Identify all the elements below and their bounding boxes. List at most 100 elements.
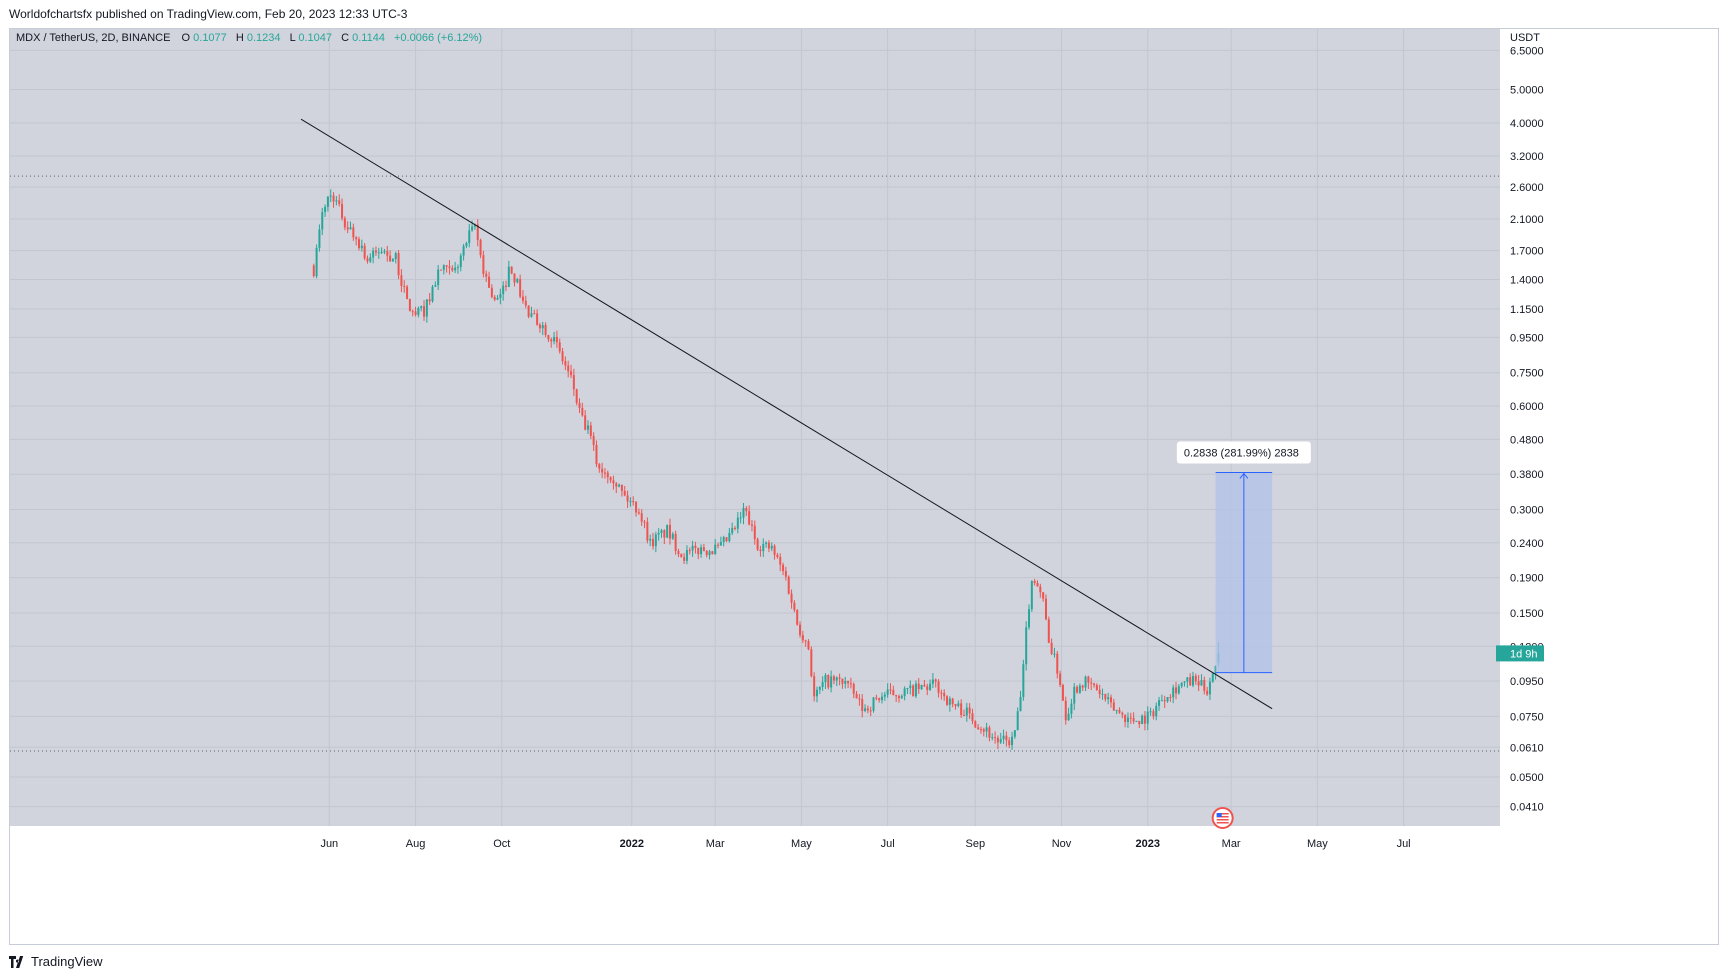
candle (406, 284, 409, 300)
candle-body (818, 686, 821, 690)
candle-body (1194, 675, 1197, 682)
candle (584, 410, 587, 431)
candle (872, 697, 875, 713)
candle (677, 548, 680, 558)
candle (680, 553, 683, 558)
candle-body (957, 703, 960, 706)
candle-body (465, 243, 468, 247)
candle-body (462, 246, 465, 256)
candle-body (804, 640, 807, 642)
candle (490, 284, 493, 299)
candle-body (626, 495, 629, 502)
candle-body (779, 556, 782, 565)
candle (807, 639, 810, 651)
candle (620, 484, 623, 497)
candle-body (567, 365, 570, 372)
candle (423, 300, 426, 321)
candle (1109, 694, 1112, 708)
candle-body (643, 521, 646, 523)
measure-label[interactable]: 0.2838 (281.99%) 2838 (1176, 441, 1311, 464)
candle-body (977, 727, 980, 730)
candle-body (536, 313, 539, 325)
candle (649, 534, 652, 547)
candle-body (725, 537, 728, 541)
candle-body (609, 477, 612, 481)
candle (793, 600, 796, 613)
us-flag-icon[interactable] (1211, 807, 1234, 829)
candle (745, 506, 748, 516)
price-tick-label: 0.3800 (1510, 469, 1544, 481)
price-tick-label: 1.4000 (1510, 275, 1544, 287)
candle-body (1081, 685, 1084, 688)
candle-body (584, 415, 587, 430)
candle-body (962, 715, 965, 717)
time-axis[interactable]: Jun Aug Oct 2022 Mar May Jul Sep Nov 2023 Mar May Ju… (320, 838, 1410, 850)
candle (510, 266, 513, 275)
candle (326, 196, 329, 212)
trendline[interactable] (300, 118, 1273, 710)
candle (519, 274, 522, 299)
candle (835, 676, 838, 687)
candle (1132, 712, 1135, 724)
currency-label: USDT (1510, 32, 1540, 44)
candle-body (618, 484, 621, 487)
candle (912, 684, 915, 697)
candle-body (1076, 686, 1079, 693)
candle (1081, 684, 1084, 692)
candle-body (1163, 700, 1166, 702)
candle (971, 708, 974, 725)
candle-body (439, 269, 442, 271)
candle (564, 356, 567, 371)
candle-body (691, 545, 694, 551)
candle-body (519, 279, 522, 297)
candle (974, 720, 977, 728)
candle-body (374, 250, 377, 253)
candle (685, 545, 688, 565)
candle-body (943, 692, 946, 697)
candle-body (979, 729, 982, 731)
candle (725, 536, 728, 543)
price-tick-label: 0.3000 (1510, 504, 1544, 516)
candle (550, 337, 553, 348)
countdown-background (1496, 645, 1544, 662)
candle-body (1084, 676, 1087, 688)
candle-body (1146, 711, 1149, 724)
candle-body (431, 286, 434, 302)
price-chart[interactable]: USDT 6.5000 5.0000 4.0000 3.2000 2.6000 2.100… (0, 0, 1728, 945)
candle (485, 270, 488, 282)
candle (1061, 683, 1064, 701)
candle (1095, 683, 1098, 691)
candle-body (564, 361, 567, 366)
candle-body (1109, 697, 1112, 703)
plot-background[interactable] (10, 29, 1500, 826)
candle (748, 505, 751, 526)
candle-body (883, 694, 886, 697)
candle-body (1166, 697, 1169, 702)
candle-body (1115, 709, 1118, 711)
candle-body (988, 727, 991, 738)
chart-frame[interactable] (9, 28, 1719, 945)
candle (1143, 711, 1146, 731)
candle (1186, 677, 1189, 688)
price-axis[interactable]: USDT 6.5000 5.0000 4.0000 3.2000 2.6000 2.100… (1510, 32, 1544, 814)
candle (612, 475, 615, 490)
candle-body (496, 297, 499, 300)
candle (1118, 707, 1121, 714)
candle (329, 189, 332, 203)
candle (389, 250, 392, 262)
candle-body (454, 267, 457, 271)
candle-body (776, 554, 779, 557)
candle-body (468, 230, 471, 244)
candle (1042, 591, 1045, 602)
candle-body (553, 336, 556, 342)
candle (765, 541, 768, 548)
candle-body (1002, 735, 1005, 740)
candle-body (355, 237, 358, 240)
candle-body (372, 250, 375, 258)
price-range-tool[interactable] (1215, 471, 1273, 674)
candle-body (683, 557, 686, 561)
tradingview-logo[interactable]: TradingView (9, 954, 103, 969)
candle-body (615, 483, 618, 487)
candle-body (852, 683, 855, 694)
candle-body (1093, 683, 1096, 686)
